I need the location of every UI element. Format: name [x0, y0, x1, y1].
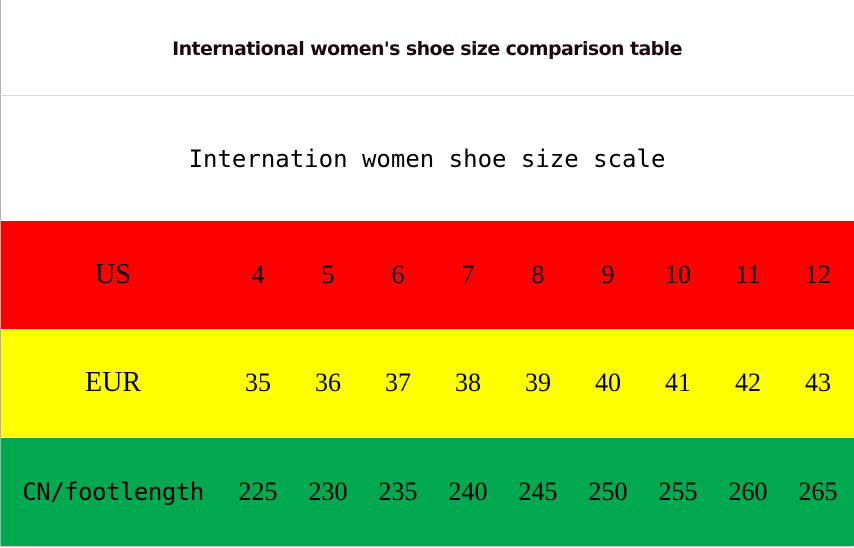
size-value: 36 — [315, 368, 341, 397]
size-value: 39 — [525, 368, 551, 397]
size-value: 11 — [735, 260, 761, 289]
size-value: 4 — [251, 260, 265, 289]
size-value: 38 — [455, 368, 481, 397]
size-value: 12 — [805, 260, 831, 289]
size-value: 43 — [805, 368, 831, 397]
size-value: 255 — [658, 477, 698, 506]
size-value: 265 — [798, 477, 838, 506]
row-label: US — [95, 259, 131, 290]
size-value: 250 — [588, 477, 628, 506]
size-value: 240 — [448, 477, 488, 506]
size-value: 41 — [665, 368, 691, 397]
size-row-eur: EUR 35 36 37 38 39 40 41 42 43 — [1, 329, 854, 437]
size-value: 10 — [665, 260, 691, 289]
size-value: 5 — [321, 260, 335, 289]
size-value: 230 — [308, 477, 348, 506]
size-row-cn: CN/footlength 225 230 235 240 245 250 255 260 265 — [1, 438, 854, 546]
size-value: 8 — [531, 260, 545, 289]
row-label: EUR — [85, 367, 141, 398]
row-label: CN/footlength — [22, 478, 204, 506]
size-value: 7 — [461, 260, 475, 289]
size-value: 245 — [518, 477, 558, 506]
table-subtitle: Internation women shoe size scale — [188, 145, 666, 173]
size-value: 260 — [728, 477, 768, 506]
page-title: International women's shoe size comparis… — [0, 0, 854, 96]
size-row-us: US 4 5 6 7 8 9 10 11 12 — [1, 221, 854, 329]
size-value: 235 — [378, 477, 418, 506]
size-value: 9 — [601, 260, 615, 289]
size-value: 40 — [595, 368, 621, 397]
size-value: 225 — [238, 477, 278, 506]
size-value: 37 — [385, 368, 411, 397]
size-value: 35 — [245, 368, 271, 397]
size-value: 6 — [391, 260, 405, 289]
size-value: 42 — [735, 368, 761, 397]
